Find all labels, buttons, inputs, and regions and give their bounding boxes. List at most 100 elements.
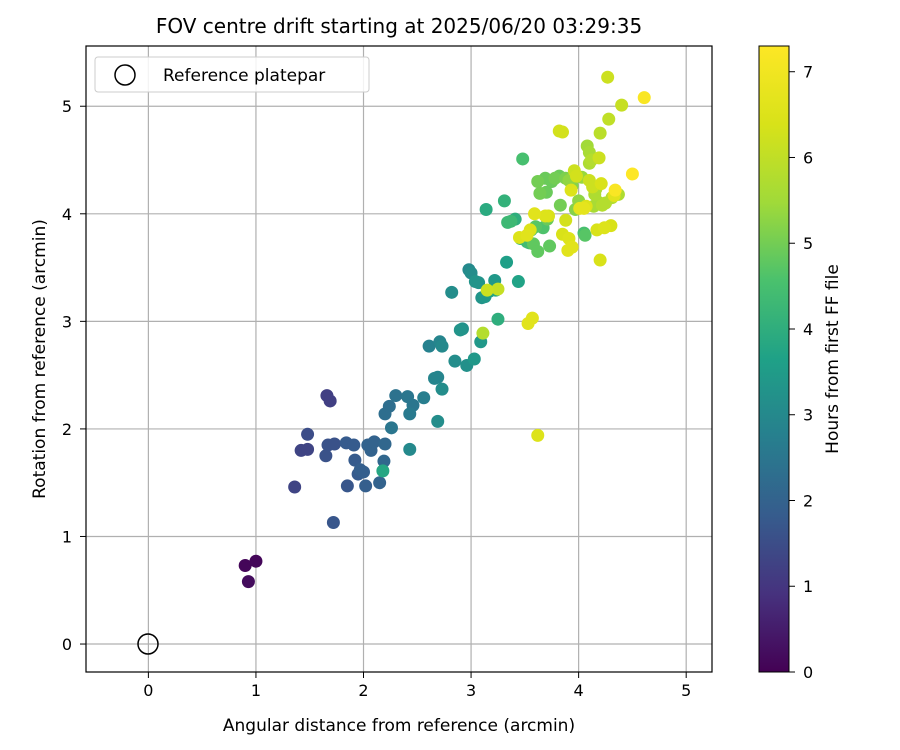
colorbar-gradient xyxy=(758,45,790,673)
colorbar-tick-label: 2 xyxy=(803,491,813,510)
data-point xyxy=(472,276,486,290)
data-point xyxy=(491,312,505,326)
data-point xyxy=(608,183,622,197)
x-tick-label: 3 xyxy=(466,681,476,700)
data-point xyxy=(403,407,417,421)
x-tick-label: 4 xyxy=(574,681,584,700)
data-point xyxy=(593,253,607,267)
reference-marker xyxy=(137,633,159,655)
data-point xyxy=(592,151,606,165)
colorbar-label: Hours from first FF file xyxy=(823,264,843,454)
colorbar: 0 1 2 3 4 5 6 7 Hours from first FF file xyxy=(758,45,843,682)
data-point xyxy=(326,515,340,529)
x-axis-label: Angular distance from reference (arcmin) xyxy=(223,716,575,736)
data-point xyxy=(569,169,583,183)
legend-box xyxy=(94,56,370,93)
data-point xyxy=(288,480,302,494)
data-point xyxy=(602,112,616,126)
colorbar-tick-label: 3 xyxy=(803,406,813,425)
data-point xyxy=(376,464,390,478)
data-point xyxy=(555,125,569,139)
y-tick-label: 1 xyxy=(62,527,72,546)
data-point xyxy=(564,183,578,197)
data-point xyxy=(476,326,490,340)
data-point xyxy=(348,453,362,467)
colorbar-tick-label: 1 xyxy=(803,577,813,596)
data-point xyxy=(479,202,493,216)
data-point xyxy=(637,91,651,105)
data-point xyxy=(431,370,445,384)
data-point xyxy=(238,559,252,573)
data-point xyxy=(340,479,354,493)
data-point xyxy=(319,449,333,463)
data-point xyxy=(377,454,391,468)
data-point xyxy=(347,438,361,452)
colorbar-tick-label: 0 xyxy=(803,663,813,682)
data-point xyxy=(241,575,255,589)
data-point xyxy=(601,70,615,84)
data-point xyxy=(531,428,545,442)
colorbar-tick-label: 6 xyxy=(803,148,813,167)
data-point xyxy=(378,437,392,451)
data-point xyxy=(577,201,591,215)
chart-title: FOV centre drift starting at 2025/06/20 … xyxy=(156,14,642,38)
data-point xyxy=(435,339,449,353)
colorbar-ticks: 0 1 2 3 4 5 6 7 xyxy=(789,63,813,682)
data-point xyxy=(435,382,449,396)
data-point xyxy=(431,414,445,428)
data-point xyxy=(548,171,562,185)
data-point xyxy=(497,194,511,208)
data-point xyxy=(615,98,629,112)
colorbar-tick-label: 7 xyxy=(803,63,813,82)
data-point xyxy=(373,476,387,490)
data-point xyxy=(559,213,573,227)
data-point xyxy=(445,285,459,299)
x-tick-label: 1 xyxy=(251,681,261,700)
grid xyxy=(86,46,712,672)
legend-marker xyxy=(114,64,136,86)
data-point xyxy=(357,465,371,479)
data-point xyxy=(301,427,315,441)
data-point xyxy=(467,352,481,366)
data-point xyxy=(403,442,417,456)
data-point xyxy=(384,421,398,435)
data-point xyxy=(491,282,505,296)
data-point xyxy=(301,442,315,456)
data-point xyxy=(533,186,547,200)
y-tick-label: 5 xyxy=(62,97,72,116)
data-points xyxy=(238,70,651,589)
data-point xyxy=(448,354,462,368)
x-axis-ticks: 0 1 2 3 4 5 xyxy=(143,672,691,700)
legend: Reference platepar xyxy=(94,56,370,93)
data-point xyxy=(504,214,518,228)
x-tick-label: 0 xyxy=(143,681,153,700)
data-point xyxy=(367,435,381,449)
data-point xyxy=(531,244,545,258)
data-point xyxy=(511,275,525,289)
y-tick-label: 0 xyxy=(62,635,72,654)
plot-frame xyxy=(85,45,713,673)
data-point xyxy=(625,167,639,181)
colorbar-tick-label: 4 xyxy=(803,320,813,339)
data-point xyxy=(382,399,396,413)
data-point xyxy=(520,228,534,242)
y-tick-label: 2 xyxy=(62,420,72,439)
data-point xyxy=(565,240,579,254)
y-axis-label: Rotation from reference (arcmin) xyxy=(30,219,50,499)
y-axis-ticks: 0 1 2 3 4 5 xyxy=(62,97,86,654)
colorbar-tick-label: 5 xyxy=(803,234,813,253)
data-point xyxy=(389,389,403,403)
data-point xyxy=(417,391,431,405)
data-point xyxy=(594,177,608,191)
data-point xyxy=(359,479,373,493)
data-point xyxy=(538,209,552,223)
data-point xyxy=(480,283,494,297)
data-point xyxy=(249,554,263,568)
data-point xyxy=(323,394,337,408)
data-point xyxy=(553,198,567,212)
data-point xyxy=(597,221,611,235)
y-tick-label: 4 xyxy=(62,205,72,224)
data-point xyxy=(543,239,557,253)
data-point xyxy=(453,323,467,337)
